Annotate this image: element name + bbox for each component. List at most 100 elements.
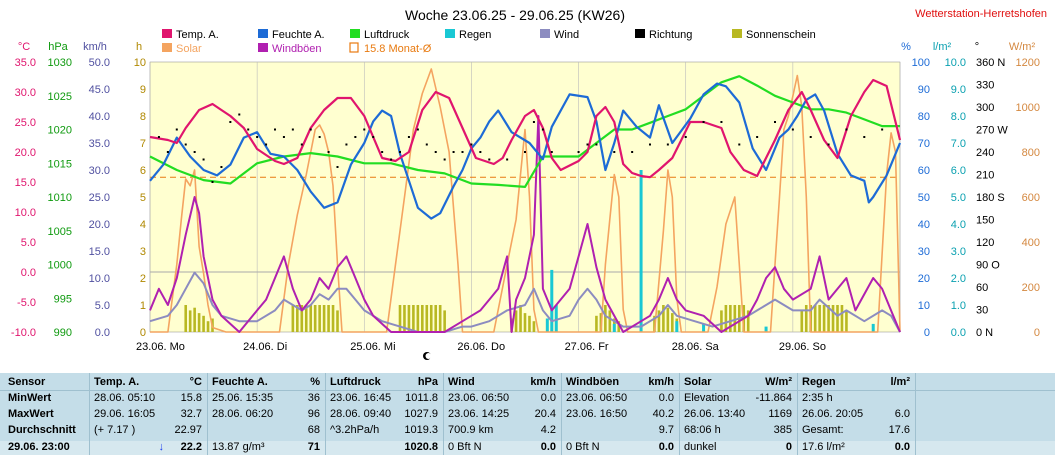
- direction-point: [247, 128, 250, 131]
- direction-point: [274, 128, 276, 131]
- sunshine-bar: [327, 305, 330, 332]
- sunshine-bar: [403, 305, 406, 332]
- axis-unit: °: [975, 41, 979, 53]
- direction-point: [827, 143, 830, 146]
- tick-label: 1200: [1016, 57, 1040, 69]
- tick-label: 9: [140, 84, 146, 96]
- direction-point: [238, 113, 241, 116]
- cell-note: 25.06. 15:35: [212, 392, 274, 404]
- tick-label: 15.0: [89, 246, 110, 258]
- column-title: Regen: [802, 376, 836, 388]
- direction-point: [175, 128, 178, 131]
- sunshine-bar: [514, 310, 518, 332]
- cell-value: 15.8: [180, 392, 202, 404]
- legend-label: Richtung: [649, 29, 692, 41]
- tick-label: 35.0: [89, 138, 110, 150]
- column-separator: [89, 373, 90, 455]
- sunshine-bar: [206, 321, 210, 332]
- sunshine-bar: [412, 305, 415, 332]
- cell-note: 17.6 l/m²: [802, 441, 845, 453]
- column-title: Luftdruck: [330, 376, 381, 388]
- feuchte-a--line: [149, 82, 902, 220]
- tick-label: 210: [976, 170, 994, 182]
- sunshine-bar: [666, 307, 670, 332]
- rain-bar: [871, 323, 875, 332]
- direction-point: [881, 128, 884, 131]
- tick-label: 30.0: [15, 87, 36, 99]
- sunshine-bar: [429, 305, 433, 332]
- stats-header-row: [0, 373, 1055, 391]
- cell-value: 71: [307, 441, 320, 453]
- sunshine-bar: [331, 305, 335, 332]
- tick-label: 6.0: [951, 165, 966, 177]
- cell-note: 26.06. 20:05: [802, 408, 864, 420]
- sunshine-bar: [523, 313, 527, 332]
- current-values-row: [0, 441, 1055, 455]
- direction-point: [184, 143, 187, 146]
- x-tick-label: 26.06. Do: [457, 341, 505, 353]
- stats-table: Sensor MinWert MaxWert Durchschnitt 29.06. 2…: [0, 373, 1055, 455]
- axes: 35.030.025.020.015.010.05.00.0-5.0-10.0°…: [11, 41, 1040, 339]
- direction-point: [774, 121, 776, 123]
- tick-label: 1015: [48, 158, 72, 170]
- cell-note: 28.06. 09:40: [330, 408, 392, 420]
- direction-point: [229, 121, 232, 123]
- x-tick-label: 28.06. Sa: [672, 341, 720, 353]
- cell-value: 0.0: [540, 441, 556, 453]
- sunshine-bar: [733, 305, 737, 332]
- direction-point: [345, 143, 348, 146]
- cell-value: 36: [307, 392, 320, 404]
- tick-label: 1025: [48, 91, 72, 103]
- sunshine-bar: [407, 305, 411, 332]
- tick-label: 25.0: [15, 117, 36, 129]
- rain-bar: [675, 321, 679, 332]
- direction-point: [265, 143, 268, 146]
- direction-point: [291, 128, 294, 131]
- cell-value: 20.4: [534, 408, 556, 420]
- tick-label: 20.0: [15, 147, 36, 159]
- tick-label: 800: [1022, 147, 1040, 159]
- direction-point: [381, 151, 384, 153]
- tick-label: 5.0: [95, 300, 110, 312]
- sunshine-bar: [443, 310, 446, 332]
- tick-label: 0.0: [21, 267, 36, 279]
- tick-label: 25.0: [89, 192, 110, 204]
- cell-value: 1169: [768, 408, 792, 420]
- column-unit: km/h: [648, 376, 674, 388]
- cell-note: 68:06 h: [684, 424, 721, 436]
- direction-point: [202, 158, 205, 161]
- tick-label: 180 S: [976, 192, 1005, 204]
- tick-label: 3: [140, 246, 146, 258]
- sunshine-bar: [528, 315, 531, 332]
- legend-label: Windböen: [272, 43, 322, 55]
- tick-label: 400: [1022, 237, 1040, 249]
- cell-value: 0.0: [540, 392, 556, 404]
- row-label: MinWert: [8, 392, 52, 404]
- cell-note: ^3.2hPa/h: [330, 424, 380, 436]
- solar-line: [150, 68, 901, 333]
- sunshine-bar: [398, 305, 402, 332]
- tick-label: 5.0: [951, 192, 966, 204]
- direction-point: [532, 121, 535, 123]
- sunshine-bar: [671, 313, 674, 332]
- direction-point: [372, 136, 375, 138]
- direction-point: [282, 136, 285, 138]
- tick-label: 40: [918, 219, 930, 231]
- legend-label: Regen: [459, 29, 491, 41]
- sunshine-bar: [202, 315, 205, 332]
- direction-point: [452, 151, 455, 153]
- column-title: Temp. A.: [94, 376, 140, 388]
- axis-unit: km/h: [83, 41, 107, 53]
- tick-label: 300: [976, 102, 994, 114]
- tick-label: 40.0: [89, 111, 110, 123]
- tick-label: 5.0: [21, 237, 36, 249]
- series: [149, 68, 902, 333]
- rain-bar: [639, 170, 643, 332]
- legend-swatch: [349, 42, 359, 53]
- cell-note: 0 Bft N: [448, 441, 482, 453]
- direction-point: [488, 158, 491, 161]
- chart-title: Woche 23.06.25 - 29.06.25 (KW26): [405, 7, 625, 23]
- tick-label: 2.0: [951, 273, 966, 285]
- sunshine-bar: [604, 305, 607, 332]
- cell-note: Gesamt:: [802, 424, 844, 436]
